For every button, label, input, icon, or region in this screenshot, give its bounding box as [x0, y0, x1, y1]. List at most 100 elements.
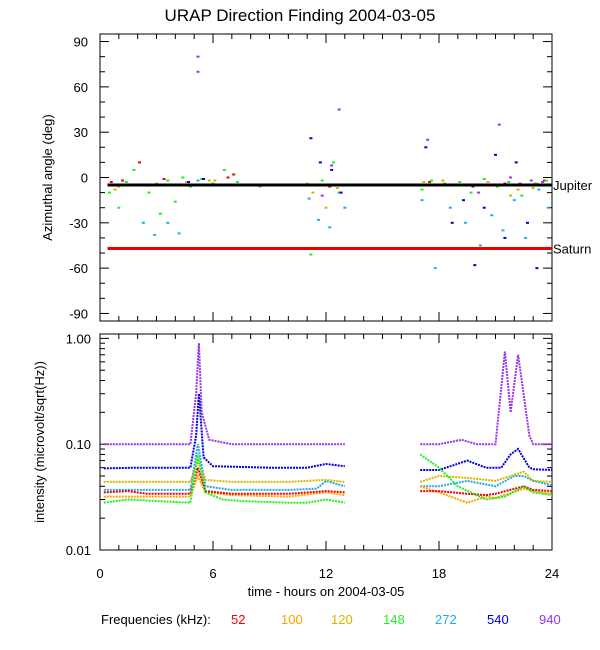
data-point-120khz: [531, 187, 535, 190]
data-point-272khz: [420, 199, 424, 202]
intensity-line-52khz: [103, 464, 345, 495]
data-point-148khz: [520, 194, 524, 197]
data-point-52khz: [121, 179, 125, 182]
data-point-148khz: [469, 191, 473, 194]
y-axis-label: intensity (microvolt/sqrt(Hz)): [32, 361, 47, 523]
data-point-272khz: [141, 221, 145, 224]
legend-item-148: 148: [383, 612, 405, 627]
data-point-120khz: [155, 182, 158, 185]
data-point-148khz: [117, 206, 121, 209]
azimuth-panel: 90 60 30 0 -30 -60 -90 Azimuthal angle (deg) Jup…: [40, 33, 593, 322]
intensity-line-148khz: [103, 454, 345, 504]
data-point-148khz: [147, 191, 151, 194]
data-point-940khz: [196, 70, 200, 73]
data-point-940khz: [541, 181, 545, 184]
data-point-52khz: [162, 178, 166, 181]
data-point-100khz: [441, 179, 445, 182]
y-axis-label: Azimuthal angle (deg): [40, 114, 55, 240]
data-point-120khz: [324, 206, 328, 209]
jupiter-label: Jupiter: [553, 178, 593, 193]
data-point-540khz: [339, 191, 343, 194]
x-tick-label: 0: [96, 566, 103, 581]
data-point-272khz: [316, 218, 320, 221]
data-point-272khz: [501, 229, 505, 232]
data-point-272khz: [524, 236, 528, 239]
data-point-100khz: [486, 181, 490, 184]
data-point-540khz: [461, 199, 465, 202]
legend-item-52: 52: [231, 612, 246, 627]
data-point-148khz: [332, 161, 336, 164]
data-point-540khz: [187, 181, 191, 184]
data-point-148khz: [533, 182, 537, 185]
data-point-540khz: [514, 161, 518, 164]
data-point-540khz: [330, 168, 334, 171]
data-point-100khz: [213, 179, 217, 182]
data-point-272khz: [166, 221, 170, 224]
intensity-line-540khz: [103, 393, 345, 470]
data-point-120khz: [207, 179, 211, 182]
data-point-52khz: [232, 173, 236, 176]
data-point-540khz: [318, 161, 322, 164]
data-point-540khz: [473, 264, 477, 267]
data-point-272khz: [512, 199, 516, 202]
data-point-148khz: [429, 179, 433, 182]
data-point-100khz: [311, 191, 315, 194]
data-point-148khz: [188, 185, 192, 188]
intensity-line-540khz: [420, 447, 553, 471]
data-point-540khz: [309, 137, 313, 140]
data-point-272khz: [343, 206, 347, 209]
y-tick-label: 60: [74, 80, 88, 95]
x-tick-label: 18: [432, 566, 446, 581]
data-point-940khz: [196, 55, 200, 58]
data-point-52khz: [542, 179, 546, 182]
x-tick-label: 12: [319, 566, 333, 581]
intensity-panel: 1.00 0.10 0.01 0 6 12 18 24 time - hours on 2004…: [32, 331, 559, 599]
data-point-940khz: [509, 176, 513, 179]
data-point-52khz: [471, 185, 475, 188]
data-point-272khz: [177, 232, 181, 235]
x-axis-label: time - hours on 2004-03-05: [248, 584, 405, 599]
data-point-540khz: [482, 206, 486, 209]
intensity-line-940khz: [420, 351, 552, 446]
data-point-272khz: [433, 267, 437, 270]
intensity-line-120khz: [419, 470, 553, 483]
data-point-540khz: [450, 221, 454, 224]
data-point-272khz: [196, 179, 200, 182]
data-point-940khz: [497, 123, 501, 126]
data-point-940khz: [529, 179, 533, 182]
data-point-540khz: [535, 267, 539, 270]
data-point-148khz: [166, 179, 170, 182]
intensity-line-272khz: [103, 444, 346, 491]
data-point-940khz: [320, 194, 324, 197]
data-point-272khz: [328, 226, 332, 229]
intensity-line-120khz: [103, 457, 345, 483]
frequency-legend: Frequencies (kHz): 52 100 120 148 272 54…: [101, 612, 561, 627]
data-point-540khz: [202, 178, 206, 181]
data-point-272khz: [463, 221, 467, 224]
data-point-52khz: [328, 185, 332, 188]
y-tick-label: 30: [74, 125, 88, 140]
data-point-148khz: [320, 179, 324, 182]
legend-item-120: 120: [331, 612, 353, 627]
y-tick-label: -30: [69, 216, 88, 231]
data-point-940khz: [426, 138, 430, 141]
data-point-100khz: [535, 182, 539, 185]
intensity-plot-frame: [99, 333, 553, 551]
data-point-100khz: [185, 181, 189, 184]
y-tick-label: 0.01: [66, 543, 91, 558]
data-point-148khz: [482, 178, 486, 181]
data-point-148khz: [495, 185, 499, 188]
y-tick-label: 0.10: [66, 437, 91, 452]
azimuth-plot-frame: [99, 33, 553, 322]
y-tick-label: -60: [69, 261, 88, 276]
data-point-272khz: [153, 233, 157, 236]
data-point-148khz: [211, 182, 215, 185]
data-point-272khz: [307, 197, 311, 200]
data-point-540khz: [424, 146, 428, 149]
saturn-label: Saturn: [553, 241, 591, 256]
data-point-272khz: [490, 214, 494, 217]
data-point-52khz: [503, 182, 507, 185]
data-point-120khz: [422, 181, 426, 184]
data-point-940khz: [477, 191, 481, 194]
data-point-148khz: [200, 178, 204, 181]
